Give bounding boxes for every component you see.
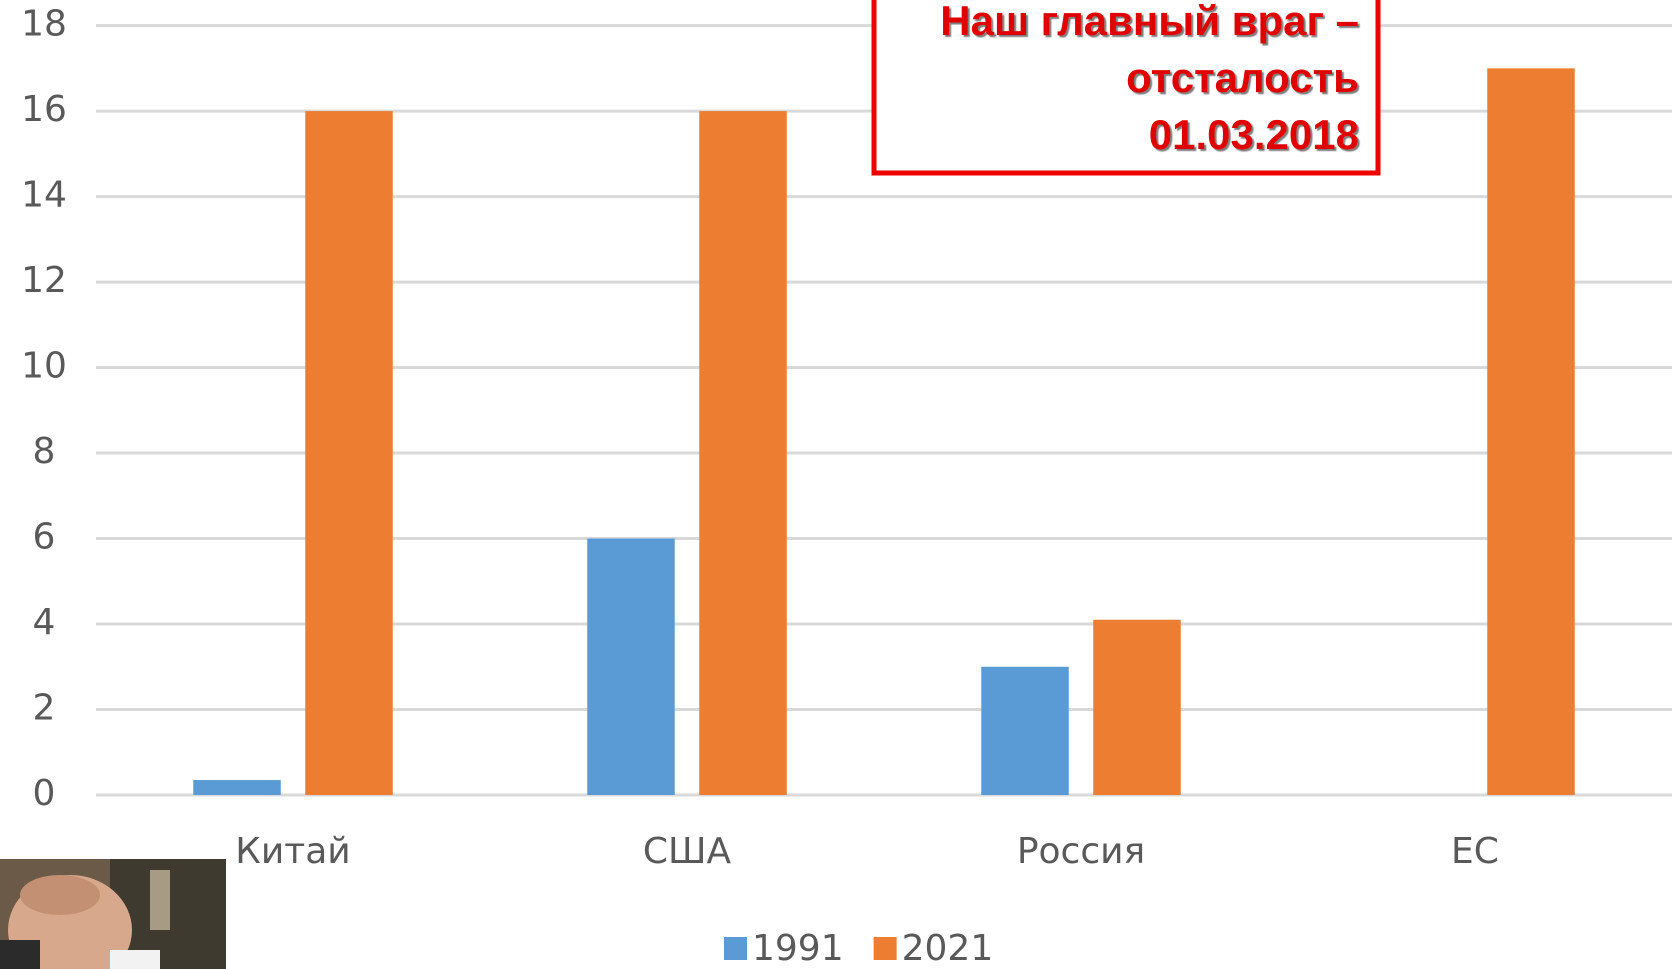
annotation-box (871, 0, 1381, 176)
y-tick-label: 12 (21, 260, 67, 301)
legend-swatch (724, 937, 747, 960)
bar (193, 780, 281, 795)
legend-label: 2021 (902, 928, 994, 969)
y-tick-label: 8 (33, 431, 56, 472)
x-tick-label: Россия (1017, 831, 1145, 872)
bar (1487, 68, 1575, 796)
bar (587, 538, 675, 795)
bar (981, 666, 1069, 795)
y-tick-label: 14 (21, 175, 67, 216)
photo (0, 859, 226, 969)
legend-swatch (873, 937, 897, 960)
annotation-text: 01.03.2018 (1149, 111, 1359, 158)
legend-label: 1991 (752, 928, 844, 969)
x-tick-label: ЕС (1451, 831, 1499, 872)
bar (305, 111, 393, 796)
x-tick-label: Китай (235, 831, 350, 872)
bar (1093, 619, 1181, 795)
annotation-text: отсталость (1126, 54, 1359, 101)
y-tick-label: 16 (21, 89, 67, 130)
y-tick-label: 10 (21, 346, 67, 387)
y-tick-label: 18 (21, 4, 67, 45)
y-tick-label: 6 (33, 517, 56, 558)
y-tick-label: 2 (33, 688, 56, 729)
bar (699, 111, 787, 796)
x-tick-label: США (643, 831, 732, 872)
annotation-text: Наш главный враг – (940, 0, 1359, 44)
y-tick-label: 4 (33, 602, 56, 643)
y-tick-label: 0 (33, 773, 56, 814)
